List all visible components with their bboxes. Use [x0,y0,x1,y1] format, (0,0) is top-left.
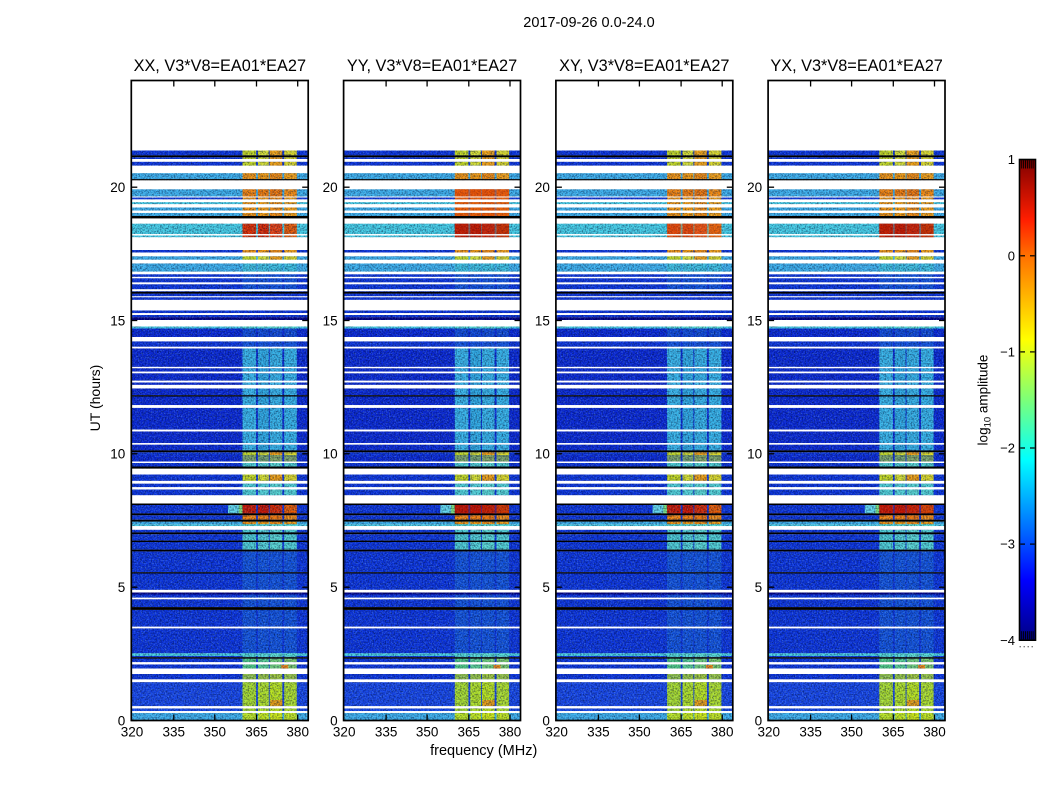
svg-text:15: 15 [535,313,550,328]
svg-text:15: 15 [323,313,338,328]
svg-text:350: 350 [416,725,439,740]
svg-text:380: 380 [499,725,522,740]
svg-text:20: 20 [747,180,762,195]
svg-text:−4: −4 [1000,633,1015,648]
svg-text:0: 0 [118,713,126,728]
svg-text:5: 5 [542,580,550,595]
svg-text:10: 10 [110,447,125,462]
svg-text:5: 5 [755,580,763,595]
svg-text:335: 335 [799,725,822,740]
svg-text:320: 320 [121,725,144,740]
svg-text:365: 365 [670,725,693,740]
svg-text:15: 15 [747,313,762,328]
svg-text:335: 335 [375,725,398,740]
svg-text:10: 10 [535,447,550,462]
svg-text:XY, V3*V8=EA01*EA27: XY, V3*V8=EA01*EA27 [559,57,729,75]
svg-text:−1: −1 [1000,345,1015,360]
svg-text:335: 335 [163,725,186,740]
svg-text:15: 15 [110,313,125,328]
svg-text:320: 320 [545,725,568,740]
svg-text:320: 320 [333,725,356,740]
svg-text:5: 5 [330,580,338,595]
svg-text:XX, V3*V8=EA01*EA27: XX, V3*V8=EA01*EA27 [134,57,306,75]
svg-text:0: 0 [755,713,763,728]
svg-text:320: 320 [758,725,781,740]
svg-text:380: 380 [923,725,946,740]
svg-text:365: 365 [882,725,905,740]
svg-text:365: 365 [245,725,268,740]
svg-text:0: 0 [1008,248,1015,263]
svg-text:350: 350 [204,725,227,740]
svg-text:10: 10 [747,447,762,462]
svg-text:YY, V3*V8=EA01*EA27: YY, V3*V8=EA01*EA27 [347,57,517,75]
svg-text:0: 0 [330,713,338,728]
svg-text:20: 20 [323,180,338,195]
svg-text:20: 20 [110,180,125,195]
svg-text:0: 0 [542,713,550,728]
svg-text:frequency (MHz): frequency (MHz) [430,743,537,759]
svg-text:350: 350 [628,725,651,740]
svg-text:380: 380 [711,725,734,740]
svg-text:380: 380 [286,725,309,740]
svg-text:365: 365 [458,725,481,740]
svg-text:−3: −3 [1000,537,1015,552]
svg-text:5: 5 [118,580,126,595]
svg-text:10: 10 [323,447,338,462]
svg-text:335: 335 [587,725,610,740]
svg-text:2017-09-26 0.0-24.0: 2017-09-26 0.0-24.0 [523,15,654,31]
svg-text:1: 1 [1008,152,1015,167]
svg-text:350: 350 [840,725,863,740]
svg-text:−2: −2 [1000,441,1015,456]
svg-text:UT (hours): UT (hours) [87,365,103,432]
svg-text:YX, V3*V8=EA01*EA27: YX, V3*V8=EA01*EA27 [770,57,942,75]
svg-text:20: 20 [535,180,550,195]
